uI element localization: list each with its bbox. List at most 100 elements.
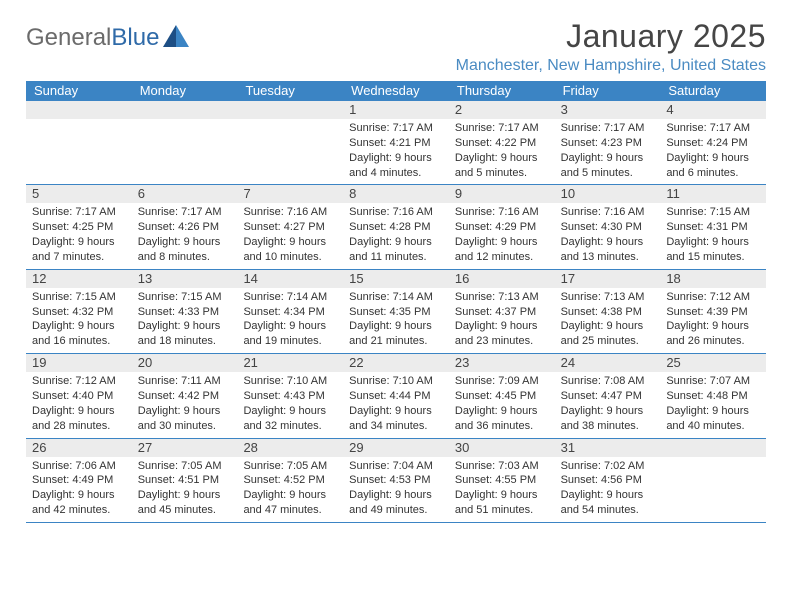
day-header: Friday — [555, 81, 661, 101]
week-row: 262728293031Sunrise: 7:06 AMSunset: 4:49… — [26, 439, 766, 523]
day-number: 9 — [449, 185, 555, 203]
day-cell: Sunrise: 7:14 AMSunset: 4:34 PMDaylight:… — [237, 288, 343, 353]
day-cell: Sunrise: 7:10 AMSunset: 4:44 PMDaylight:… — [343, 372, 449, 437]
day-number: 21 — [237, 354, 343, 372]
body-row: Sunrise: 7:17 AMSunset: 4:21 PMDaylight:… — [26, 119, 766, 184]
day-number — [660, 439, 766, 457]
day-number: 5 — [26, 185, 132, 203]
day-cell: Sunrise: 7:17 AMSunset: 4:26 PMDaylight:… — [132, 203, 238, 268]
calendar: SundayMondayTuesdayWednesdayThursdayFrid… — [26, 81, 766, 523]
day-number: 23 — [449, 354, 555, 372]
day-cell: Sunrise: 7:03 AMSunset: 4:55 PMDaylight:… — [449, 457, 555, 522]
day-number: 3 — [555, 101, 661, 119]
day-number: 29 — [343, 439, 449, 457]
day-cell: Sunrise: 7:12 AMSunset: 4:39 PMDaylight:… — [660, 288, 766, 353]
day-cell: Sunrise: 7:05 AMSunset: 4:51 PMDaylight:… — [132, 457, 238, 522]
day-number: 13 — [132, 270, 238, 288]
day-number: 22 — [343, 354, 449, 372]
day-cell: Sunrise: 7:12 AMSunset: 4:40 PMDaylight:… — [26, 372, 132, 437]
body-row: Sunrise: 7:17 AMSunset: 4:25 PMDaylight:… — [26, 203, 766, 268]
day-number: 18 — [660, 270, 766, 288]
day-number: 8 — [343, 185, 449, 203]
day-number: 12 — [26, 270, 132, 288]
body-row: Sunrise: 7:12 AMSunset: 4:40 PMDaylight:… — [26, 372, 766, 437]
day-number: 6 — [132, 185, 238, 203]
day-number: 24 — [555, 354, 661, 372]
day-header: Sunday — [26, 81, 132, 101]
day-number: 26 — [26, 439, 132, 457]
week-row: 567891011Sunrise: 7:17 AMSunset: 4:25 PM… — [26, 185, 766, 269]
logo-part1: General — [26, 24, 111, 51]
day-cell: Sunrise: 7:15 AMSunset: 4:32 PMDaylight:… — [26, 288, 132, 353]
week-row: 12131415161718Sunrise: 7:15 AMSunset: 4:… — [26, 270, 766, 354]
day-header: Monday — [132, 81, 238, 101]
logo-text: GeneralBlue — [26, 24, 159, 52]
day-header: Tuesday — [237, 81, 343, 101]
day-cell: Sunrise: 7:10 AMSunset: 4:43 PMDaylight:… — [237, 372, 343, 437]
day-number: 19 — [26, 354, 132, 372]
day-cell — [237, 119, 343, 184]
logo: GeneralBlue — [26, 24, 189, 52]
day-number: 15 — [343, 270, 449, 288]
weeks-container: 1234Sunrise: 7:17 AMSunset: 4:21 PMDayli… — [26, 101, 766, 523]
logo-part2: Blue — [111, 24, 159, 51]
month-title: January 2025 — [456, 18, 766, 55]
day-number — [26, 101, 132, 119]
day-number: 28 — [237, 439, 343, 457]
day-cell: Sunrise: 7:07 AMSunset: 4:48 PMDaylight:… — [660, 372, 766, 437]
day-cell: Sunrise: 7:17 AMSunset: 4:25 PMDaylight:… — [26, 203, 132, 268]
day-number: 1 — [343, 101, 449, 119]
daynum-row: 12131415161718 — [26, 270, 766, 288]
day-number: 4 — [660, 101, 766, 119]
day-cell: Sunrise: 7:13 AMSunset: 4:38 PMDaylight:… — [555, 288, 661, 353]
day-cell: Sunrise: 7:16 AMSunset: 4:27 PMDaylight:… — [237, 203, 343, 268]
day-number: 7 — [237, 185, 343, 203]
location-text: Manchester, New Hampshire, United States — [456, 57, 766, 75]
daynum-row: 567891011 — [26, 185, 766, 203]
daynum-row: 19202122232425 — [26, 354, 766, 372]
day-number: 16 — [449, 270, 555, 288]
day-header: Wednesday — [343, 81, 449, 101]
week-row: 19202122232425Sunrise: 7:12 AMSunset: 4:… — [26, 354, 766, 438]
day-number: 11 — [660, 185, 766, 203]
daynum-row: 262728293031 — [26, 439, 766, 457]
day-cell: Sunrise: 7:15 AMSunset: 4:33 PMDaylight:… — [132, 288, 238, 353]
day-cell: Sunrise: 7:16 AMSunset: 4:30 PMDaylight:… — [555, 203, 661, 268]
day-cell: Sunrise: 7:17 AMSunset: 4:23 PMDaylight:… — [555, 119, 661, 184]
day-number: 25 — [660, 354, 766, 372]
day-cell: Sunrise: 7:02 AMSunset: 4:56 PMDaylight:… — [555, 457, 661, 522]
day-cell: Sunrise: 7:09 AMSunset: 4:45 PMDaylight:… — [449, 372, 555, 437]
day-cell: Sunrise: 7:11 AMSunset: 4:42 PMDaylight:… — [132, 372, 238, 437]
day-cell: Sunrise: 7:05 AMSunset: 4:52 PMDaylight:… — [237, 457, 343, 522]
week-row: 1234Sunrise: 7:17 AMSunset: 4:21 PMDayli… — [26, 101, 766, 185]
day-header: Saturday — [660, 81, 766, 101]
day-cell: Sunrise: 7:04 AMSunset: 4:53 PMDaylight:… — [343, 457, 449, 522]
day-number: 30 — [449, 439, 555, 457]
day-number: 20 — [132, 354, 238, 372]
day-cell: Sunrise: 7:13 AMSunset: 4:37 PMDaylight:… — [449, 288, 555, 353]
day-cell: Sunrise: 7:08 AMSunset: 4:47 PMDaylight:… — [555, 372, 661, 437]
day-number: 31 — [555, 439, 661, 457]
day-cell: Sunrise: 7:17 AMSunset: 4:22 PMDaylight:… — [449, 119, 555, 184]
title-block: January 2025 Manchester, New Hampshire, … — [456, 18, 766, 75]
day-cell — [660, 457, 766, 522]
day-cell — [132, 119, 238, 184]
day-number — [237, 101, 343, 119]
body-row: Sunrise: 7:15 AMSunset: 4:32 PMDaylight:… — [26, 288, 766, 353]
day-cell: Sunrise: 7:06 AMSunset: 4:49 PMDaylight:… — [26, 457, 132, 522]
day-header-row: SundayMondayTuesdayWednesdayThursdayFrid… — [26, 81, 766, 101]
day-cell: Sunrise: 7:17 AMSunset: 4:21 PMDaylight:… — [343, 119, 449, 184]
body-row: Sunrise: 7:06 AMSunset: 4:49 PMDaylight:… — [26, 457, 766, 522]
day-number: 14 — [237, 270, 343, 288]
day-cell: Sunrise: 7:17 AMSunset: 4:24 PMDaylight:… — [660, 119, 766, 184]
triangle-icon — [163, 25, 189, 47]
day-cell: Sunrise: 7:16 AMSunset: 4:29 PMDaylight:… — [449, 203, 555, 268]
header: GeneralBlue January 2025 Manchester, New… — [26, 18, 766, 75]
day-number: 27 — [132, 439, 238, 457]
day-cell: Sunrise: 7:15 AMSunset: 4:31 PMDaylight:… — [660, 203, 766, 268]
daynum-row: 1234 — [26, 101, 766, 119]
day-cell: Sunrise: 7:14 AMSunset: 4:35 PMDaylight:… — [343, 288, 449, 353]
day-cell: Sunrise: 7:16 AMSunset: 4:28 PMDaylight:… — [343, 203, 449, 268]
day-number: 17 — [555, 270, 661, 288]
day-number: 10 — [555, 185, 661, 203]
